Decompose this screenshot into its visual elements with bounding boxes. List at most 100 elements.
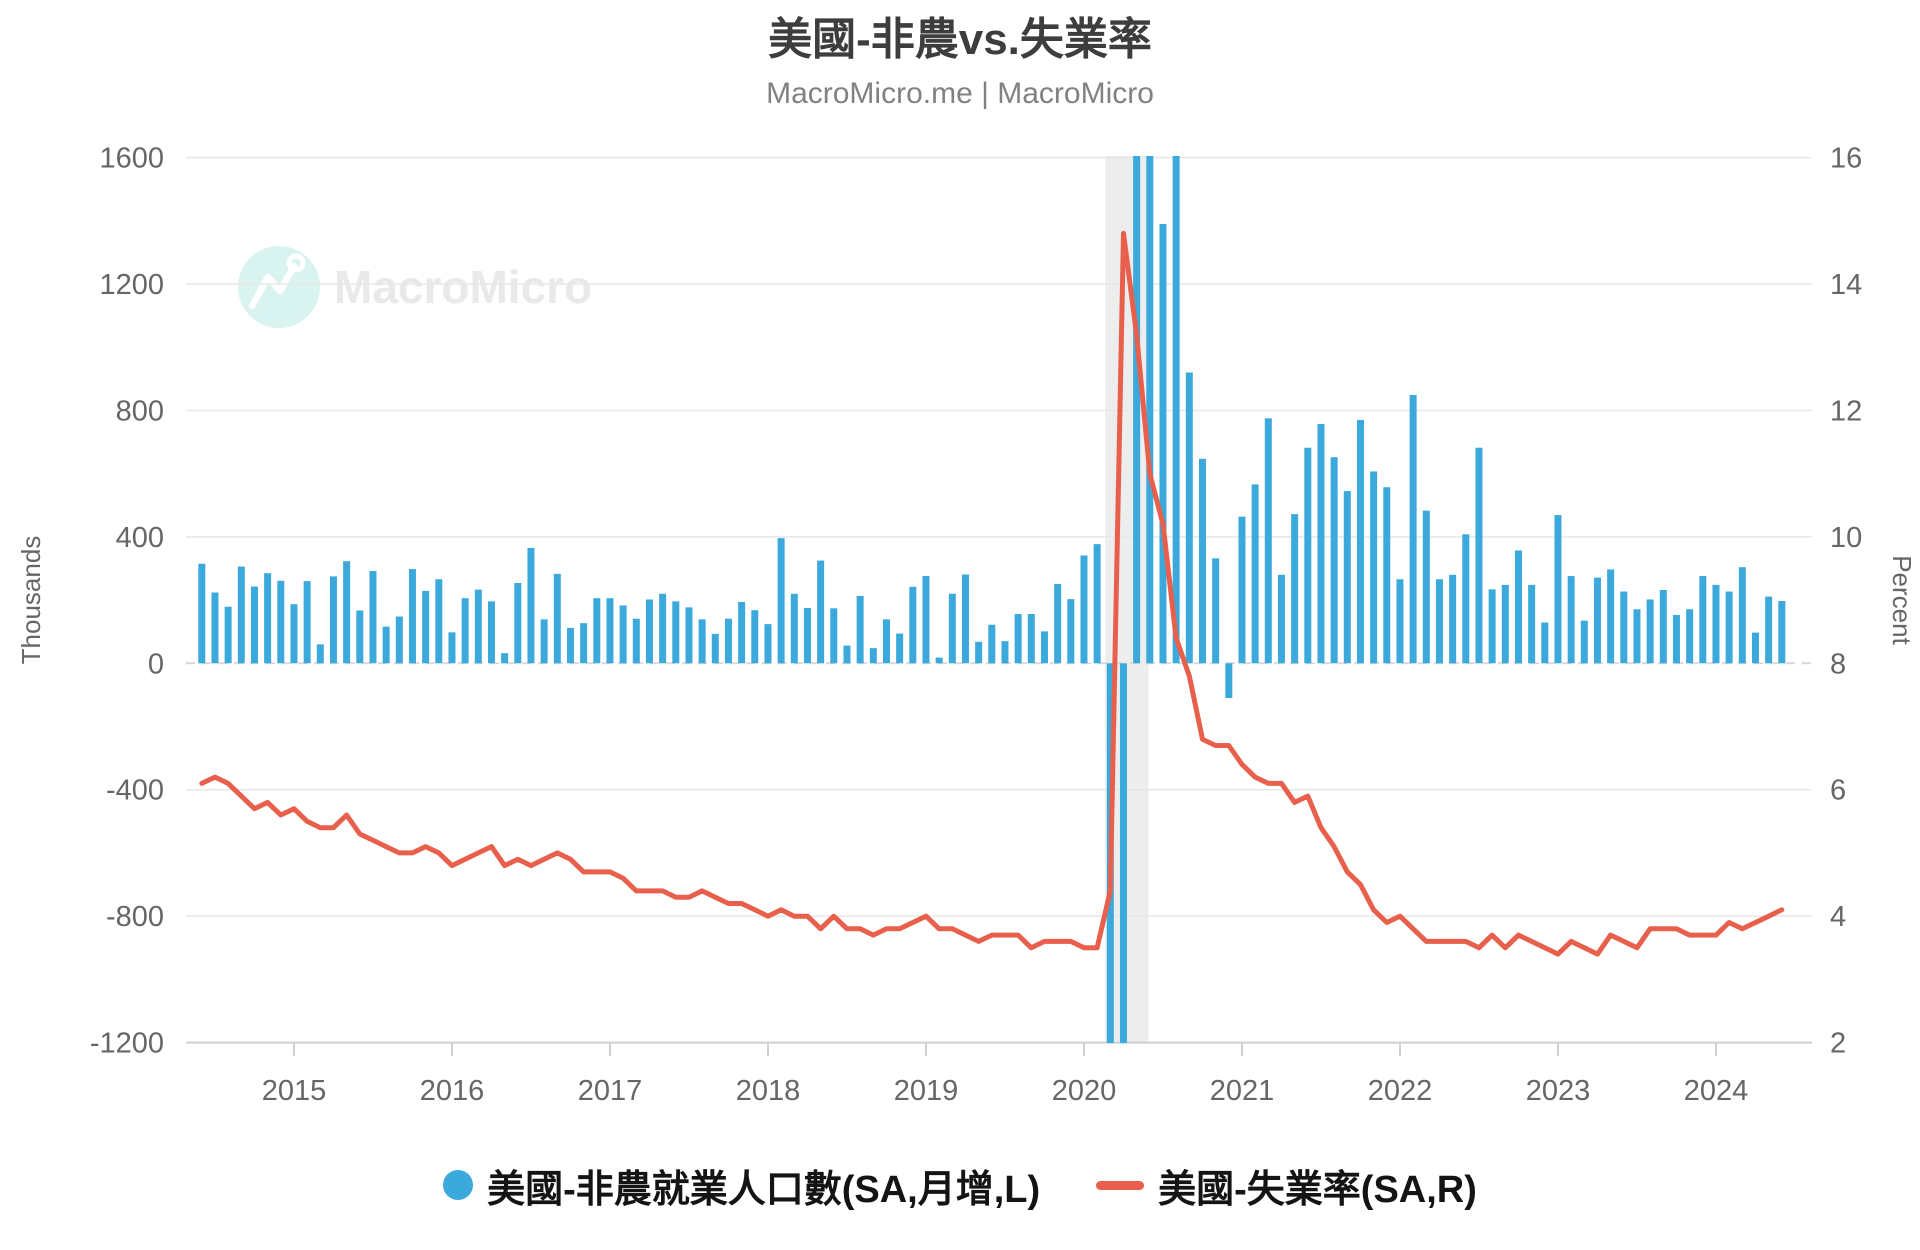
nonfarm-bar[interactable] xyxy=(264,573,272,664)
nonfarm-bar[interactable] xyxy=(1330,457,1338,664)
nonfarm-bar[interactable] xyxy=(1304,447,1312,664)
nonfarm-bar[interactable] xyxy=(1554,515,1562,664)
nonfarm-bar[interactable] xyxy=(1580,620,1588,664)
nonfarm-bar[interactable] xyxy=(1383,487,1391,664)
nonfarm-bar[interactable] xyxy=(237,566,245,664)
nonfarm-bar[interactable] xyxy=(435,579,443,664)
nonfarm-bar[interactable] xyxy=(408,569,416,664)
nonfarm-bar[interactable] xyxy=(1119,663,1127,1250)
nonfarm-bar[interactable] xyxy=(501,653,509,664)
nonfarm-bar[interactable] xyxy=(1264,418,1272,664)
nonfarm-bar[interactable] xyxy=(1172,126,1180,664)
nonfarm-bar[interactable] xyxy=(724,618,732,664)
nonfarm-bar[interactable] xyxy=(395,616,403,664)
nonfarm-bar[interactable] xyxy=(1251,484,1259,664)
nonfarm-bar[interactable] xyxy=(1027,613,1035,664)
nonfarm-bar[interactable] xyxy=(672,601,680,664)
nonfarm-bar[interactable] xyxy=(290,604,298,664)
nonfarm-bar[interactable] xyxy=(224,606,232,664)
nonfarm-bar[interactable] xyxy=(1080,555,1088,664)
nonfarm-bar[interactable] xyxy=(514,583,522,664)
nonfarm-bar[interactable] xyxy=(843,645,851,664)
nonfarm-bar[interactable] xyxy=(790,593,798,664)
nonfarm-bar[interactable] xyxy=(1225,663,1233,699)
nonfarm-bar[interactable] xyxy=(1212,558,1220,664)
nonfarm-bar[interactable] xyxy=(1712,584,1720,664)
legend-item-unemployment[interactable]: 美國-失業率(SA,R) xyxy=(1096,1158,1477,1213)
nonfarm-bar[interactable] xyxy=(1488,589,1496,664)
nonfarm-bar[interactable] xyxy=(1370,471,1378,664)
nonfarm-bar[interactable] xyxy=(487,601,495,664)
nonfarm-bar[interactable] xyxy=(1541,622,1549,664)
nonfarm-bar[interactable] xyxy=(1659,589,1667,664)
nonfarm-bar[interactable] xyxy=(1067,599,1075,664)
nonfarm-bar[interactable] xyxy=(198,563,206,664)
nonfarm-bar[interactable] xyxy=(1422,510,1430,664)
nonfarm-bar[interactable] xyxy=(1686,609,1694,664)
nonfarm-bar[interactable] xyxy=(1093,544,1101,664)
nonfarm-bar[interactable] xyxy=(211,592,219,664)
nonfarm-bar[interactable] xyxy=(909,586,917,664)
nonfarm-bar[interactable] xyxy=(738,601,746,664)
nonfarm-bar[interactable] xyxy=(1765,596,1773,664)
nonfarm-bar[interactable] xyxy=(303,581,311,664)
nonfarm-bar[interactable] xyxy=(632,618,640,664)
nonfarm-bar[interactable] xyxy=(751,610,759,664)
nonfarm-bar[interactable] xyxy=(1198,458,1206,664)
nonfarm-bar[interactable] xyxy=(1672,614,1680,664)
nonfarm-bar[interactable] xyxy=(580,623,588,664)
nonfarm-bar[interactable] xyxy=(540,619,548,664)
nonfarm-bar[interactable] xyxy=(356,610,364,664)
nonfarm-bar[interactable] xyxy=(1475,447,1483,664)
nonfarm-bar[interactable] xyxy=(1462,534,1470,664)
nonfarm-bar[interactable] xyxy=(553,573,561,664)
nonfarm-bar[interactable] xyxy=(593,598,601,664)
nonfarm-bar[interactable] xyxy=(1159,223,1167,664)
nonfarm-bar[interactable] xyxy=(896,633,904,664)
nonfarm-bar[interactable] xyxy=(1054,583,1062,664)
nonfarm-bar[interactable] xyxy=(566,627,574,664)
nonfarm-bar[interactable] xyxy=(316,644,324,664)
nonfarm-bar[interactable] xyxy=(830,608,838,664)
nonfarm-bar[interactable] xyxy=(803,607,811,664)
nonfarm-bar[interactable] xyxy=(777,538,785,664)
nonfarm-bar[interactable] xyxy=(645,599,653,664)
nonfarm-bar[interactable] xyxy=(329,576,337,664)
nonfarm-bar[interactable] xyxy=(619,605,627,664)
nonfarm-bar[interactable] xyxy=(817,560,825,664)
nonfarm-bar[interactable] xyxy=(711,633,719,664)
nonfarm-bar[interactable] xyxy=(882,619,890,664)
nonfarm-bar[interactable] xyxy=(250,586,258,664)
nonfarm-bar[interactable] xyxy=(369,571,377,664)
nonfarm-bar[interactable] xyxy=(1133,0,1141,664)
nonfarm-bar[interactable] xyxy=(1620,591,1628,664)
nonfarm-bar[interactable] xyxy=(527,547,535,664)
nonfarm-bar[interactable] xyxy=(1725,591,1733,664)
nonfarm-bar[interactable] xyxy=(1040,631,1048,664)
nonfarm-bar[interactable] xyxy=(1396,579,1404,664)
nonfarm-bar[interactable] xyxy=(422,590,430,664)
nonfarm-bar[interactable] xyxy=(1238,516,1246,664)
nonfarm-bar[interactable] xyxy=(698,619,706,664)
nonfarm-bar[interactable] xyxy=(764,624,772,664)
nonfarm-bar[interactable] xyxy=(1317,424,1325,664)
nonfarm-bar[interactable] xyxy=(1277,574,1285,664)
nonfarm-bar[interactable] xyxy=(1001,641,1009,664)
nonfarm-bar[interactable] xyxy=(1501,584,1509,664)
nonfarm-bar[interactable] xyxy=(1014,613,1022,664)
nonfarm-bar[interactable] xyxy=(1593,577,1601,664)
nonfarm-bar[interactable] xyxy=(1435,579,1443,664)
nonfarm-bar[interactable] xyxy=(1738,567,1746,664)
nonfarm-bar[interactable] xyxy=(1699,576,1707,664)
nonfarm-bar[interactable] xyxy=(1356,419,1364,664)
nonfarm-bar[interactable] xyxy=(1751,632,1759,664)
nonfarm-bar[interactable] xyxy=(474,589,482,664)
nonfarm-bar[interactable] xyxy=(1409,394,1417,664)
nonfarm-bar[interactable] xyxy=(461,598,469,664)
nonfarm-bar[interactable] xyxy=(1646,599,1654,664)
nonfarm-bar[interactable] xyxy=(343,561,351,664)
nonfarm-bar[interactable] xyxy=(1607,569,1615,664)
nonfarm-bar[interactable] xyxy=(856,595,864,664)
nonfarm-bar[interactable] xyxy=(685,607,693,664)
nonfarm-bar[interactable] xyxy=(448,632,456,664)
